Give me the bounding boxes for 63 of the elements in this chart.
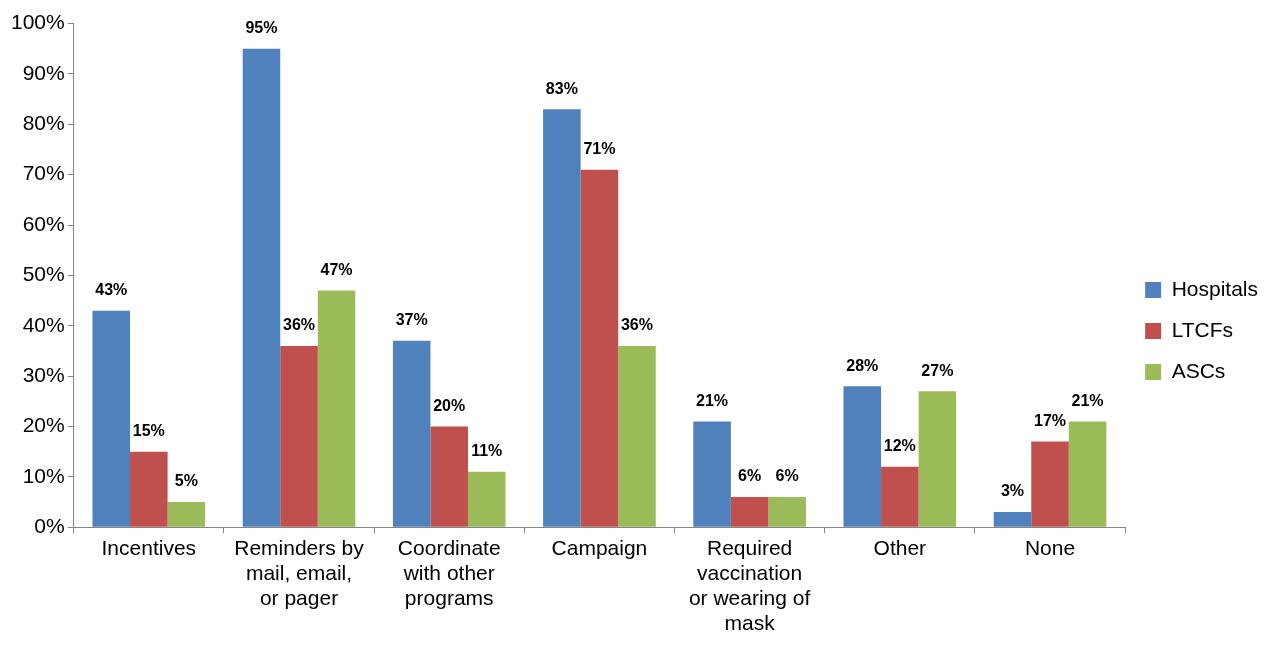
bar <box>768 496 806 527</box>
data-label: 95% <box>245 19 278 37</box>
data-label: 83% <box>545 79 578 97</box>
bar <box>1068 421 1107 527</box>
data-label: 43% <box>95 281 128 299</box>
y-tick-label: 70% <box>22 161 65 185</box>
y-tick-label: 30% <box>22 362 65 386</box>
data-label: 11% <box>471 442 503 460</box>
bar <box>1031 441 1069 527</box>
bar <box>618 345 656 527</box>
data-label: 3% <box>1000 482 1025 500</box>
bar <box>881 466 919 527</box>
bar <box>167 502 206 527</box>
data-label: 36% <box>283 316 316 334</box>
x-tick-label: None <box>1024 535 1076 559</box>
data-label: 71% <box>583 140 616 158</box>
bar <box>92 310 131 527</box>
data-label: 28% <box>846 356 879 374</box>
y-tick-label: 80% <box>22 111 65 135</box>
bar <box>993 512 1032 527</box>
bar <box>130 451 168 527</box>
data-label: 37% <box>395 311 428 329</box>
legend-label: Hospitals <box>1171 276 1259 300</box>
data-label: 21% <box>1071 391 1104 409</box>
x-tick-label: Other <box>873 535 927 559</box>
bar <box>918 391 957 527</box>
x-tick-label: Incentives <box>101 535 197 559</box>
data-label: 6% <box>738 467 762 485</box>
bar <box>430 426 468 527</box>
data-label: 36% <box>620 316 653 334</box>
legend-label: ASCs <box>1171 358 1226 382</box>
data-label: 21% <box>696 391 729 409</box>
bar <box>843 386 882 527</box>
data-label: 12% <box>883 437 916 455</box>
bar <box>467 471 506 527</box>
y-tick-label: 60% <box>22 211 65 235</box>
bar <box>317 290 356 527</box>
data-label: 15% <box>132 422 165 440</box>
y-tick-label: 10% <box>22 463 65 487</box>
bar <box>392 340 431 527</box>
data-label: 47% <box>320 260 353 278</box>
x-tick-label: Campaign <box>551 535 648 559</box>
bar <box>280 345 318 527</box>
data-label: 5% <box>174 472 198 490</box>
bar <box>580 169 619 527</box>
data-label: 6% <box>775 467 799 485</box>
bar <box>242 48 281 527</box>
x-tick-label: Coordinate with other programs <box>397 535 501 609</box>
bar <box>543 109 581 527</box>
x-tick-label: Required vaccination or wearing of mask <box>688 535 811 635</box>
x-tick-label: Reminders by mail, email, or pager <box>234 535 365 609</box>
y-tick-label: 40% <box>22 312 65 336</box>
data-label: 27% <box>921 361 954 379</box>
legend-label: LTCFs <box>1171 317 1234 341</box>
bar <box>693 421 731 527</box>
y-tick-label: 50% <box>22 262 65 286</box>
y-tick-label: 90% <box>22 60 65 84</box>
data-label: 20% <box>433 396 466 414</box>
y-tick-label: 0% <box>34 514 65 537</box>
y-tick-label: 20% <box>22 413 65 437</box>
data-label: 17% <box>1034 411 1067 429</box>
y-tick-label: 100% <box>10 10 65 34</box>
bar <box>730 496 769 527</box>
